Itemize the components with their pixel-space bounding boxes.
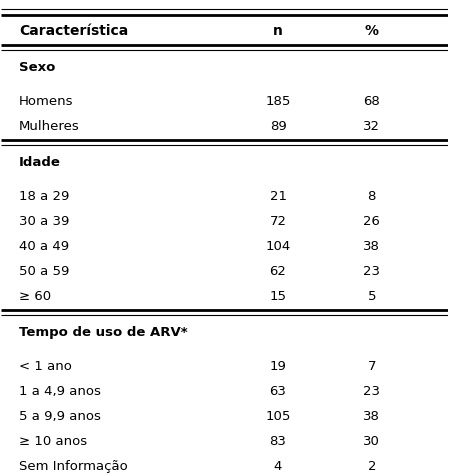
Text: 105: 105 — [265, 410, 291, 423]
Text: 26: 26 — [363, 215, 380, 228]
Text: Homens: Homens — [19, 95, 74, 108]
Text: 38: 38 — [363, 410, 380, 423]
Text: Sem Informação: Sem Informação — [19, 460, 128, 473]
Text: n: n — [273, 24, 283, 38]
Text: 62: 62 — [269, 265, 286, 278]
Text: 185: 185 — [265, 95, 291, 108]
Text: 72: 72 — [269, 215, 286, 228]
Text: 23: 23 — [363, 265, 380, 278]
Text: 8: 8 — [368, 190, 376, 203]
Text: 5: 5 — [367, 290, 376, 303]
Text: Tempo de uso de ARV*: Tempo de uso de ARV* — [19, 327, 188, 339]
Text: 19: 19 — [269, 360, 286, 373]
Text: 40 a 49: 40 a 49 — [19, 240, 69, 253]
Text: 38: 38 — [363, 240, 380, 253]
Text: 30: 30 — [363, 435, 380, 448]
Text: Mulheres: Mulheres — [19, 120, 80, 133]
Text: 68: 68 — [363, 95, 380, 108]
Text: 15: 15 — [269, 290, 286, 303]
Text: ≥ 10 anos: ≥ 10 anos — [19, 435, 88, 448]
Text: 30 a 39: 30 a 39 — [19, 215, 70, 228]
Text: Idade: Idade — [19, 157, 61, 169]
Text: 89: 89 — [270, 120, 286, 133]
Text: %: % — [365, 24, 379, 38]
Text: Característica: Característica — [19, 24, 128, 38]
Text: 18 a 29: 18 a 29 — [19, 190, 70, 203]
Text: 7: 7 — [367, 360, 376, 373]
Text: 32: 32 — [363, 120, 380, 133]
Text: 21: 21 — [269, 190, 286, 203]
Text: 2: 2 — [367, 460, 376, 473]
Text: 5 a 9,9 anos: 5 a 9,9 anos — [19, 410, 101, 423]
Text: Sexo: Sexo — [19, 61, 56, 74]
Text: 23: 23 — [363, 385, 380, 398]
Text: 104: 104 — [265, 240, 291, 253]
Text: 50 a 59: 50 a 59 — [19, 265, 70, 278]
Text: 4: 4 — [274, 460, 282, 473]
Text: ≥ 60: ≥ 60 — [19, 290, 51, 303]
Text: 83: 83 — [269, 435, 286, 448]
Text: 1 a 4,9 anos: 1 a 4,9 anos — [19, 385, 101, 398]
Text: < 1 ano: < 1 ano — [19, 360, 72, 373]
Text: 63: 63 — [269, 385, 286, 398]
